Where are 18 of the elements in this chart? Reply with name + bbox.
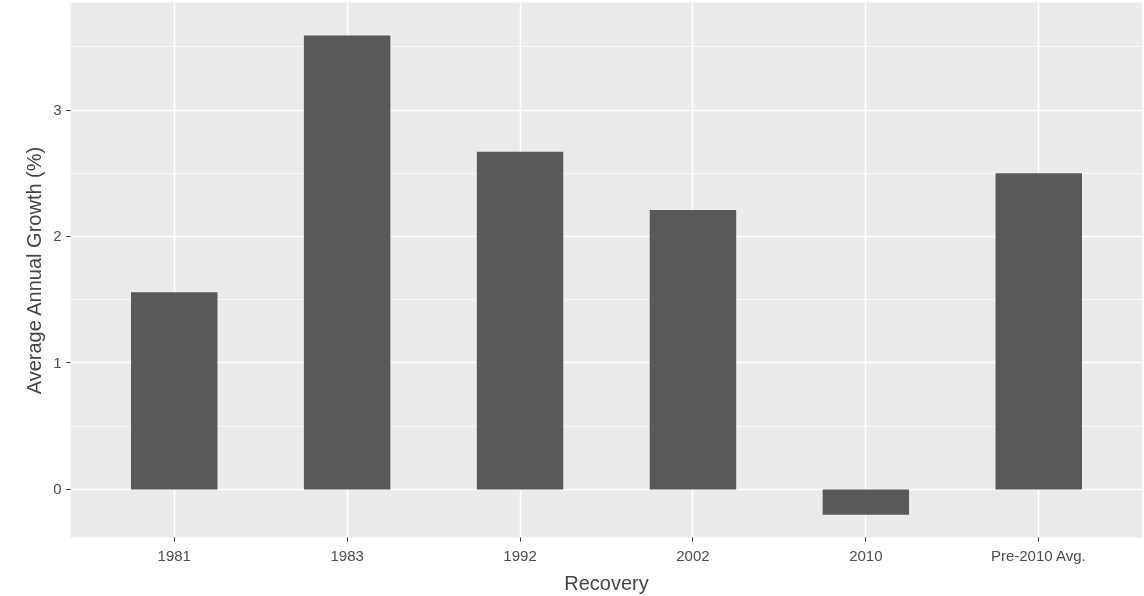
x-tick-label: 2010 xyxy=(849,546,883,564)
x-tick-label: Pre-2010 Avg. xyxy=(990,546,1086,564)
x-axis-title: Recovery xyxy=(564,571,649,594)
y-tick-label: 0 xyxy=(53,480,62,498)
y-axis-title: Average Annual Growth (%) xyxy=(23,146,46,395)
y-tick-label: 3 xyxy=(53,101,62,119)
x-tick-label: 1981 xyxy=(157,546,191,564)
y-tick-label: 1 xyxy=(53,353,62,371)
bar xyxy=(995,173,1082,490)
bar xyxy=(649,209,737,490)
bar xyxy=(476,151,564,490)
x-tick-label: 2002 xyxy=(676,546,710,564)
x-tick-label: 1992 xyxy=(503,546,537,564)
x-tick-label: 1983 xyxy=(330,546,364,564)
bar xyxy=(131,292,218,490)
bar xyxy=(822,489,910,515)
bar xyxy=(303,35,391,490)
y-tick-label: 2 xyxy=(53,227,62,245)
